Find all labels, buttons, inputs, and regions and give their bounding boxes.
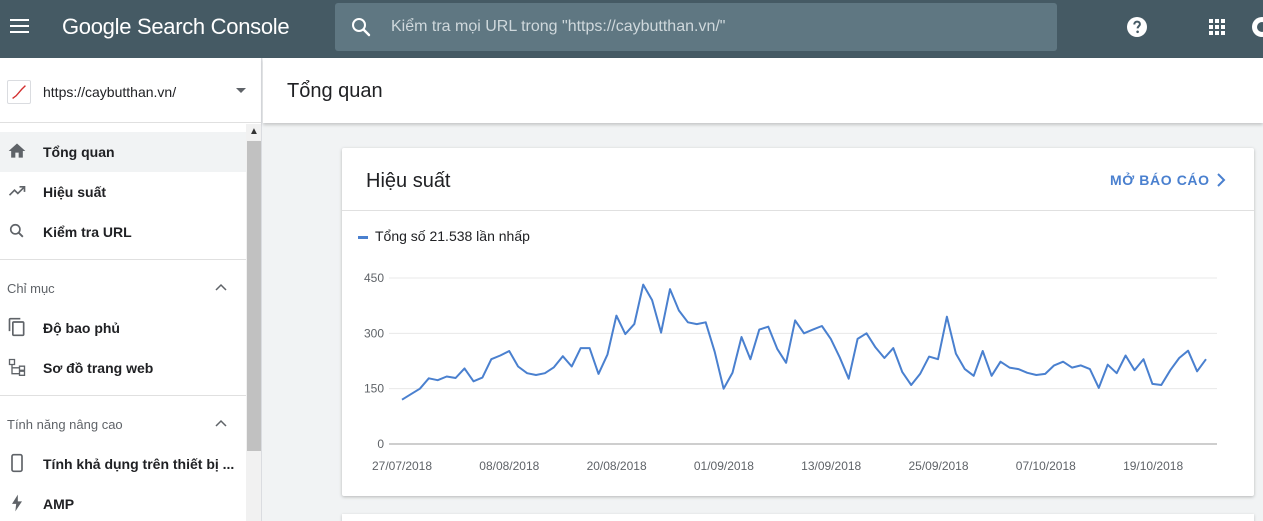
x-tick-label: 27/07/2018 bbox=[372, 459, 432, 473]
x-tick-label: 08/08/2018 bbox=[479, 459, 539, 473]
sidebar-item-mobile-usability[interactable]: Tính khả dụng trên thiết bị ... bbox=[0, 444, 246, 484]
url-inspection-search[interactable] bbox=[335, 3, 1057, 51]
sidebar-item-label: Kiểm tra URL bbox=[43, 224, 132, 240]
x-tick-label: 19/10/2018 bbox=[1123, 459, 1183, 473]
sidebar-item-label: Sơ đồ trang web bbox=[43, 360, 154, 376]
page-header: Tổng quan bbox=[263, 58, 1263, 123]
next-card bbox=[342, 514, 1254, 521]
legend-label: Tổng số 21.538 lần nhấp bbox=[375, 228, 530, 244]
sidebar-item-sitemaps[interactable]: Sơ đồ trang web bbox=[0, 348, 246, 388]
top-app-bar: Google Search Console bbox=[0, 0, 1263, 58]
dropdown-caret-icon[interactable] bbox=[236, 88, 246, 93]
sidebar-item-performance[interactable]: Hiệu suất bbox=[0, 172, 246, 212]
sitemap-icon bbox=[8, 358, 26, 376]
search-icon[interactable] bbox=[349, 15, 373, 39]
card-title: Hiệu suất bbox=[366, 170, 451, 192]
search-input[interactable] bbox=[391, 3, 1041, 51]
home-icon bbox=[8, 143, 26, 158]
sidebar-item-label: Hiệu suất bbox=[43, 184, 107, 200]
section-heading-advanced: Tính năng nâng cao bbox=[7, 417, 123, 432]
trending-up-icon bbox=[8, 186, 26, 196]
account-icon[interactable] bbox=[1250, 15, 1263, 39]
x-tick-label: 25/09/2018 bbox=[908, 459, 968, 473]
sidebar-item-label: AMP bbox=[43, 496, 75, 512]
property-favicon-icon bbox=[7, 80, 31, 104]
sidebar-item-amp[interactable]: AMP bbox=[0, 484, 246, 521]
menu-icon[interactable] bbox=[8, 14, 32, 38]
scroll-up-arrow-icon[interactable]: ▲ bbox=[249, 126, 259, 137]
legend-swatch bbox=[358, 236, 368, 239]
page-title: Tổng quan bbox=[287, 80, 383, 102]
sidebar-divider bbox=[0, 259, 246, 260]
series-line-clicks bbox=[401, 283, 1207, 401]
x-tick-label: 01/09/2018 bbox=[694, 459, 754, 473]
y-tick-label: 0 bbox=[377, 437, 384, 451]
phone-icon bbox=[11, 453, 23, 473]
sidebar-item-label: Tổng quan bbox=[43, 144, 115, 160]
open-report-button[interactable]: MỞ BÁO CÁO bbox=[1110, 172, 1210, 188]
x-tick-label: 20/08/2018 bbox=[587, 459, 647, 473]
sidebar-divider bbox=[0, 395, 246, 396]
search-icon bbox=[9, 223, 24, 238]
copy-icon bbox=[8, 317, 25, 337]
app-logo[interactable]: Google Search Console bbox=[62, 14, 290, 39]
performance-card: Hiệu suất MỞ BÁO CÁO Tổng số 21.538 lần … bbox=[342, 148, 1254, 496]
sidebar-item-coverage[interactable]: Độ bao phủ bbox=[0, 308, 246, 348]
apps-grid-icon[interactable] bbox=[1205, 15, 1229, 39]
property-selector[interactable]: https://caybutthan.vn/ bbox=[0, 58, 261, 123]
chevron-right-icon[interactable] bbox=[1212, 171, 1230, 189]
y-tick-label: 150 bbox=[364, 382, 384, 396]
sidebar-item-label: Tính khả dụng trên thiết bị ... bbox=[43, 456, 235, 472]
chevron-up-icon[interactable] bbox=[214, 417, 228, 431]
section-heading-index: Chỉ mục bbox=[7, 281, 55, 296]
x-tick-label: 13/09/2018 bbox=[801, 459, 861, 473]
y-tick-label: 450 bbox=[364, 271, 384, 285]
sidebar-item-label: Độ bao phủ bbox=[43, 320, 120, 336]
help-icon[interactable] bbox=[1125, 15, 1149, 39]
x-tick-label: 07/10/2018 bbox=[1016, 459, 1076, 473]
bolt-icon bbox=[12, 494, 22, 512]
scroll-thumb[interactable] bbox=[247, 141, 261, 451]
sidebar: https://caybutthan.vn/ ▲ Tổng quan Hiệu … bbox=[0, 58, 262, 521]
sidebar-item-url-inspection[interactable]: Kiểm tra URL bbox=[0, 212, 246, 252]
property-url: https://caybutthan.vn/ bbox=[43, 84, 177, 100]
clicks-line-chart[interactable]: 450 300 150 0 27/07/2018 08/08/2018 20/08/2018… bbox=[342, 258, 1254, 493]
y-tick-label: 300 bbox=[364, 326, 384, 340]
card-header: Hiệu suất MỞ BÁO CÁO bbox=[342, 148, 1254, 211]
sidebar-item-overview[interactable]: Tổng quan bbox=[0, 132, 246, 172]
sidebar-scrollbar[interactable]: ▲ bbox=[246, 124, 261, 521]
chevron-up-icon[interactable] bbox=[214, 281, 228, 295]
